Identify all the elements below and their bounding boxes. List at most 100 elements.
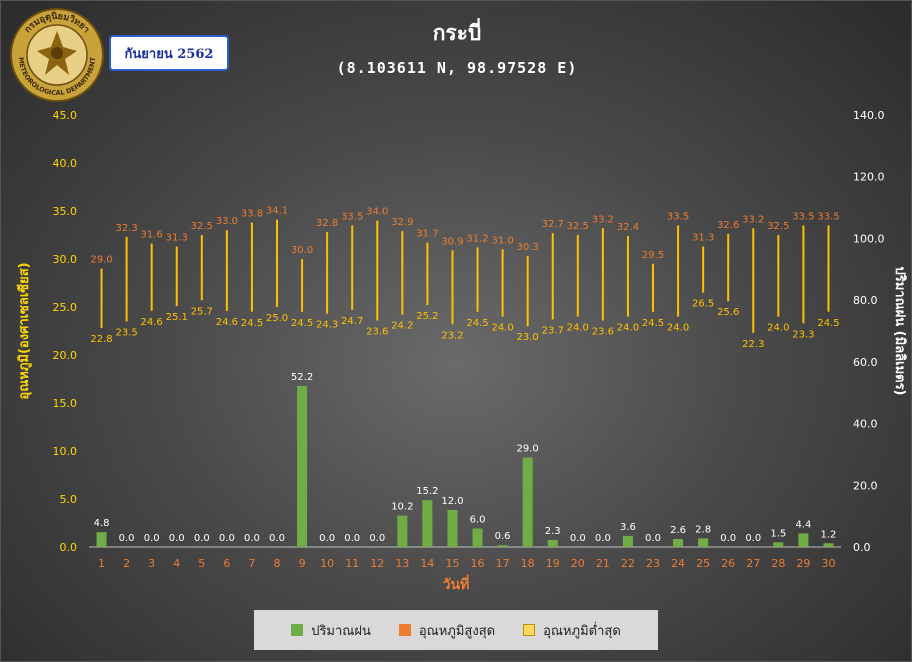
x-tick-label: 8 (274, 557, 281, 570)
x-tick-label: 12 (370, 557, 384, 570)
y-tick-label: 40.0 (53, 157, 78, 170)
y2-tick-label: 0.0 (853, 541, 871, 554)
x-tick-label: 1 (98, 557, 105, 570)
min-temp-label: 25.0 (266, 313, 288, 324)
rain-data-label: 12.0 (441, 496, 463, 507)
x-tick-label: 27 (746, 557, 760, 570)
max-temp-label: 32.9 (391, 217, 413, 228)
min-temp-label: 23.3 (792, 329, 814, 340)
x-tick-label: 16 (471, 557, 485, 570)
rain-data-label: 0.0 (369, 533, 385, 544)
rain-bar (422, 500, 433, 547)
y-tick-label: 15.0 (53, 397, 78, 410)
min-temp-label: 24.2 (391, 321, 413, 332)
min-temp-label: 24.5 (817, 318, 839, 329)
legend-swatch-rain (291, 624, 304, 636)
rain-data-label: 15.2 (416, 486, 438, 497)
rain-bar (397, 515, 408, 547)
y-tick-label: 20.0 (53, 349, 78, 362)
min-temp-label: 24.5 (241, 318, 263, 329)
max-temp-label: 32.5 (767, 221, 789, 232)
rain-data-label: 29.0 (517, 444, 539, 455)
rain-data-label: 2.6 (670, 525, 686, 536)
rain-data-label: 0.6 (495, 531, 511, 542)
rain-bar (96, 532, 107, 547)
x-tick-label: 5 (198, 557, 205, 570)
rain-bar (673, 538, 684, 547)
min-temp-label: 25.7 (191, 306, 213, 317)
min-temp-label: 24.6 (141, 317, 163, 328)
y-tick-label: 25.0 (53, 301, 78, 314)
rain-data-label: 0.0 (570, 533, 586, 544)
x-tick-label: 17 (496, 557, 510, 570)
legend-item-max-temp: อุณหภูมิสูงสุด (398, 620, 496, 641)
min-temp-label: 25.2 (416, 311, 438, 322)
min-temp-label: 25.6 (717, 307, 739, 318)
y-tick-label: 35.0 (53, 205, 78, 218)
max-temp-label: 34.1 (266, 206, 288, 217)
max-temp-label: 30.0 (291, 245, 313, 256)
rain-bar (472, 528, 483, 547)
x-tick-label: 9 (299, 557, 306, 570)
min-temp-label: 24.5 (642, 318, 664, 329)
y-tick-label: 0.0 (60, 541, 78, 554)
min-temp-label: 24.7 (341, 316, 363, 327)
max-temp-label: 31.7 (416, 229, 438, 240)
min-temp-label: 23.7 (542, 325, 564, 336)
legend-label-max-temp: อุณหภูมิสูงสุด (418, 623, 496, 639)
x-tick-label: 6 (223, 557, 230, 570)
rain-data-label: 0.0 (319, 533, 335, 544)
rain-data-label: 0.0 (720, 533, 736, 544)
max-temp-label: 33.5 (817, 211, 839, 222)
y2-tick-label: 20.0 (853, 479, 878, 492)
x-tick-label: 26 (721, 557, 735, 570)
x-tick-label: 21 (596, 557, 610, 570)
x-tick-label: 23 (646, 557, 660, 570)
legend-label-rain: ปริมาณฝน (311, 623, 371, 639)
max-temp-label: 33.2 (592, 214, 614, 225)
rain-data-label: 4.4 (795, 519, 811, 530)
min-temp-label: 24.0 (767, 323, 789, 334)
x-tick-label: 28 (771, 557, 785, 570)
x-tick-label: 13 (395, 557, 409, 570)
y-tick-label: 5.0 (60, 493, 78, 506)
min-temp-label: 23.2 (441, 330, 463, 341)
x-tick-label: 7 (248, 557, 255, 570)
max-temp-label: 30.9 (441, 236, 463, 247)
min-temp-label: 24.6 (216, 317, 238, 328)
x-tick-label: 15 (445, 557, 459, 570)
rain-data-label: 0.0 (645, 533, 661, 544)
x-tick-label: 18 (521, 557, 535, 570)
x-tick-label: 4 (173, 557, 180, 570)
x-tick-label: 14 (420, 557, 434, 570)
min-temp-label: 24.0 (567, 323, 589, 334)
y2-tick-label: 40.0 (853, 418, 878, 431)
x-tick-label: 30 (821, 557, 835, 570)
chart-legend: ปริมาณฝน อุณหภูมิสูงสุด อุณหภูมิต่ำสุด (254, 610, 658, 650)
rain-data-label: 0.0 (194, 533, 210, 544)
rain-data-label: 0.0 (269, 533, 285, 544)
max-temp-label: 29.5 (642, 250, 664, 261)
max-temp-label: 33.2 (742, 214, 764, 225)
rain-data-label: 0.0 (119, 533, 135, 544)
x-tick-label: 10 (320, 557, 334, 570)
y2-tick-label: 100.0 (853, 232, 885, 245)
min-temp-label: 24.5 (466, 318, 488, 329)
max-temp-label: 31.2 (466, 233, 488, 244)
rain-bar (698, 538, 709, 547)
min-temp-label: 23.5 (115, 327, 137, 338)
max-temp-label: 32.3 (115, 223, 137, 234)
rain-data-label: 0.0 (244, 533, 260, 544)
rain-data-label: 10.2 (391, 502, 413, 513)
rain-data-label: 0.0 (745, 533, 761, 544)
max-temp-label: 32.7 (542, 219, 564, 230)
y-tick-label: 10.0 (53, 445, 78, 458)
max-temp-label: 34.0 (366, 207, 388, 218)
rain-data-label: 1.2 (821, 529, 837, 540)
max-temp-label: 33.8 (241, 209, 263, 220)
x-tick-label: 25 (696, 557, 710, 570)
rain-bar (447, 509, 458, 547)
rain-bar (297, 385, 308, 547)
x-tick-label: 20 (571, 557, 585, 570)
